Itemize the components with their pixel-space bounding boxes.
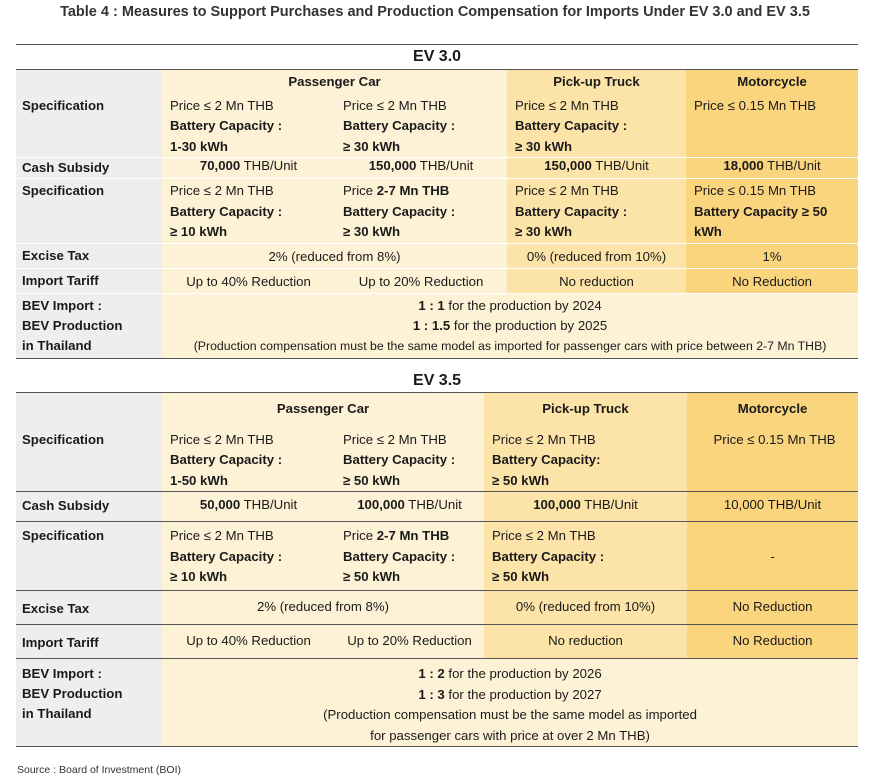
excise-cell: 0% (reduced from 10%) [507, 242, 686, 268]
source-note: Source : Board of Investment (BOI) [17, 764, 181, 776]
cash-cell: 18,000 THB/Unit [686, 157, 859, 179]
label-cash-subsidy: Cash Subsidy [16, 157, 162, 179]
cash-cell: 50,000 THB/Unit [162, 491, 335, 522]
spec-cell: Price ≤ 2 Mn THB Battery Capacity : ≥ 30 k… [507, 93, 686, 158]
label-specification: Specification [16, 423, 162, 492]
header-blank [16, 392, 162, 424]
tariff-cell: Up to 20% Reduction [335, 624, 484, 659]
spec-cell: Price ≤ 0.15 Mn THB [687, 423, 859, 492]
spec-cell: Price ≤ 0.15 Mn THB Battery Capacity ≥ 50… [686, 178, 859, 243]
excise-cell: No Reduction [687, 590, 859, 625]
cash-cell: 100,000 THB/Unit [484, 491, 687, 522]
excise-cell: 2% (reduced from 8%) [162, 242, 507, 268]
header-blank [16, 69, 162, 94]
label-bev-import: BEV Import : BEV Production in Thailand [16, 292, 162, 359]
tariff-cell: Up to 40% Reduction [162, 624, 335, 659]
label-import-tariff: Import Tariff [16, 624, 162, 659]
tariff-cell: Up to 40% Reduction [162, 267, 335, 293]
excise-cell: 1% [686, 242, 859, 268]
header-pickup-truck: Pick-up Truck [507, 69, 686, 94]
cash-cell: 70,000 THB/Unit [162, 157, 335, 179]
bev-ratio-cell: 1 : 1 for the production by 2024 1 : 1.5… [162, 292, 859, 359]
ev35-table: EV 3.5 Passenger Car Pick-up Truck Motor… [16, 369, 859, 747]
spec-cell: - [687, 521, 859, 591]
header-motorcycle: Motorcycle [686, 69, 859, 94]
label-specification: Specification [16, 178, 162, 243]
label-specification: Specification [16, 93, 162, 158]
tariff-cell: No reduction [484, 624, 687, 659]
spec-cell: Price ≤ 2 Mn THB Battery Capacity : ≥ 30 k… [335, 93, 507, 158]
label-excise-tax: Excise Tax [16, 242, 162, 268]
header-pickup-truck: Pick-up Truck [484, 392, 687, 424]
header-passenger-car: Passenger Car [162, 392, 484, 424]
spec-cell: Price ≤ 2 Mn THB Battery Capacity : ≥ 30 k… [507, 178, 686, 243]
spec-cell: Price 2-7 Mn THB Battery Capacity : ≥ 50 k… [335, 521, 484, 591]
tariff-cell: No reduction [507, 267, 686, 293]
spec-cell: Price ≤ 2 Mn THB Battery Capacity: ≥ 50 kW… [484, 423, 687, 492]
bev-ratio-cell: 1 : 2 for the production by 2026 1 : 3 f… [162, 658, 859, 747]
excise-cell: 2% (reduced from 8%) [162, 590, 484, 625]
spec-cell: Price ≤ 2 Mn THB Battery Capacity : ≥ 50 k… [335, 423, 484, 492]
spec-cell: Price ≤ 2 Mn THB Battery Capacity :1-30 k… [162, 93, 335, 158]
ev30-table: EV 3.0 Passenger Car Pick-up Truck Motor… [16, 44, 859, 359]
label-import-tariff: Import Tariff [16, 267, 162, 293]
spec-cell: Price ≤ 2 Mn THB Battery Capacity : ≥ 10 k… [162, 521, 335, 591]
ev35-section-title: EV 3.5 [16, 369, 859, 393]
header-passenger-car: Passenger Car [162, 69, 507, 94]
spec-cell: Price ≤ 2 Mn THB Battery Capacity :1-50 k… [162, 423, 335, 492]
spec-cell: Price ≤ 2 Mn THB Battery Capacity : ≥ 50 k… [484, 521, 687, 591]
label-cash-subsidy: Cash Subsidy [16, 491, 162, 522]
ev30-section-title: EV 3.0 [16, 44, 859, 70]
label-specification: Specification [16, 521, 162, 591]
excise-cell: 0% (reduced from 10%) [484, 590, 687, 625]
label-bev-import: BEV Import : BEV Production in Thailand [16, 658, 162, 747]
cash-cell: 150,000 THB/Unit [335, 157, 507, 179]
cash-cell: 150,000 THB/Unit [507, 157, 686, 179]
spec-cell: Price ≤ 2 Mn THB Battery Capacity : ≥ 10 k… [162, 178, 335, 243]
spec-cell: Price ≤ 0.15 Mn THB [686, 93, 859, 158]
cash-cell: 10,000 THB/Unit [687, 491, 859, 522]
table-title: Table 4 : Measures to Support Purchases … [60, 4, 810, 20]
tariff-cell: No Reduction [687, 624, 859, 659]
header-motorcycle: Motorcycle [687, 392, 859, 424]
spec-cell: Price 2-7 Mn THB Battery Capacity : ≥ 30 k… [335, 178, 507, 243]
tariff-cell: Up to 20% Reduction [335, 267, 507, 293]
cash-cell: 100,000 THB/Unit [335, 491, 484, 522]
label-excise-tax: Excise Tax [16, 590, 162, 625]
tariff-cell: No Reduction [686, 267, 859, 293]
